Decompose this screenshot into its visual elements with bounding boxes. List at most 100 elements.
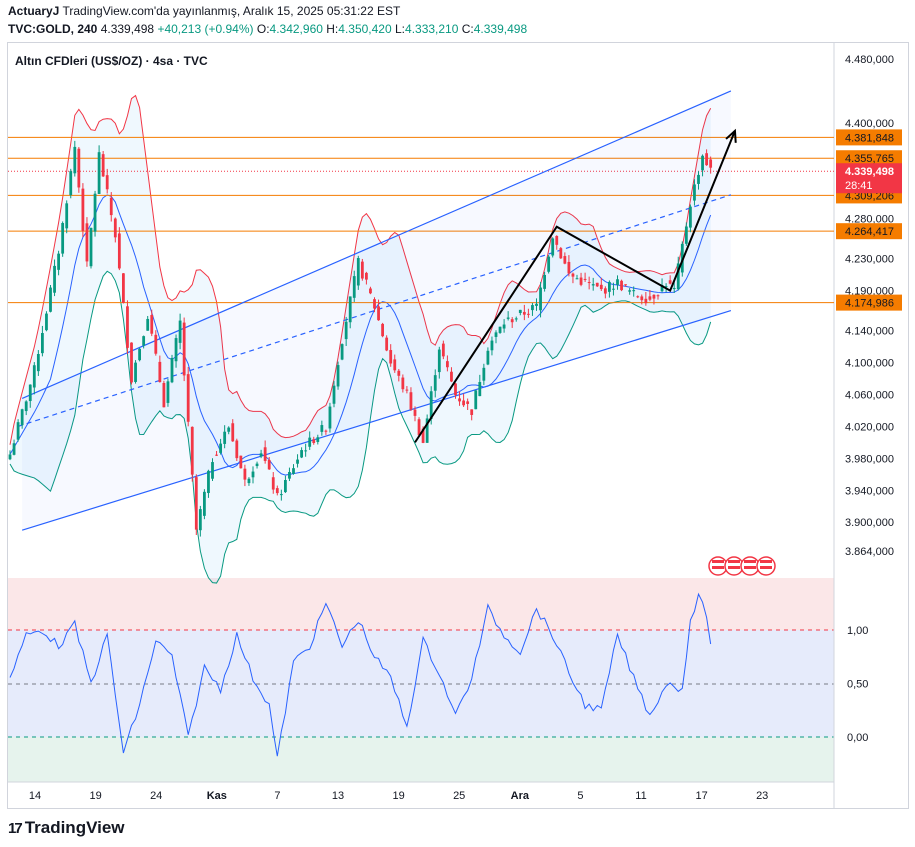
tradingview-logo[interactable]: 17 TradingView [8,818,125,838]
low-label: L: [395,22,406,36]
candle-body [126,306,129,348]
candle-body [668,280,672,284]
candle-body [381,323,384,337]
candle-body [466,401,470,404]
candle-body [377,306,380,321]
candle-body [203,491,206,516]
candle-body [215,454,218,456]
candle-body [65,203,69,229]
candle-body [616,279,619,285]
economic-events[interactable] [708,556,776,576]
candle-body [198,509,202,531]
candle-body [182,322,186,376]
level-tag [836,294,902,311]
flag-stripe [728,566,740,569]
candle-body [612,288,615,290]
candle-body [603,288,607,294]
candle-body [555,235,559,245]
price-tick-label: 4.280,000 [845,214,894,226]
candle-body [559,248,563,259]
candle-body [571,273,575,277]
candle-body [648,296,652,300]
candle-body [672,288,676,290]
candle-body [162,382,166,408]
candle-body [348,296,352,323]
candle-body [693,184,696,201]
candle-body [300,450,303,458]
candle-body [437,349,441,373]
time-tick-label: 5 [577,790,583,802]
candle-body [292,468,295,474]
candle-body [417,419,421,436]
price-tick-label: 4.400,000 [845,118,894,130]
candle-body [709,159,713,168]
candle-body [454,383,457,396]
candle-body [579,277,583,285]
candle-body [684,226,688,244]
candle-body [239,455,243,469]
candle-body [219,443,222,453]
price-tick-label: 4.100,000 [845,358,894,370]
candle-body [360,261,364,279]
candle-body [628,290,632,292]
candle-body [117,233,121,269]
osc-tick-label: 0,50 [847,679,868,691]
price-tick-label: 3.900,000 [845,517,894,529]
candle-body [304,450,308,452]
candle-body [223,431,227,444]
osc-tick-label: 1,00 [847,625,868,637]
level-tag [836,150,902,167]
candle-body [227,427,231,432]
basis-line [9,194,712,476]
countdown-label: 28:41 [845,180,873,192]
candle-body [16,422,20,440]
candle-body [231,423,235,442]
candle-body [352,276,356,298]
candle-body [12,443,16,455]
candle-body [490,340,494,351]
candle-body [676,263,680,290]
candle-body [575,278,579,280]
candle-body [656,295,660,297]
candle-body [324,430,328,432]
osc-tick-label: 0,00 [847,732,868,744]
candle-body [652,294,656,299]
candle-body [344,321,348,340]
publish-date: TradingView.com'da yayınlanmış, Aralık 1… [62,4,401,18]
oscillator-series [9,592,712,757]
time-tick-label: 17 [695,790,707,802]
candle-body [142,336,146,346]
candle-body [563,256,567,264]
price-tick-label: 3.940,000 [845,485,894,497]
candle-body [81,188,85,231]
osc-oversold-zone [8,737,834,782]
candle-body [32,365,36,388]
candle-body [664,286,668,288]
level-tag-label: 4.309,206 [845,190,894,202]
osc-overbought-zone [8,578,834,630]
candle-body [308,437,312,447]
candle-body [235,440,239,459]
candle-body [433,375,437,391]
candle-body [405,389,409,391]
candle-body [89,227,93,267]
candle-body [101,154,105,177]
price-tick-label: 3.864,000 [845,546,894,558]
candle-body [620,280,623,291]
time-tick-label: 23 [756,790,768,802]
level-tag-label: 4.174,986 [845,298,894,310]
candle-body [186,374,190,422]
candle-body [632,290,636,292]
arrow-head [725,128,737,143]
candle-body [130,342,133,383]
time-tick-label: 11 [635,790,646,802]
ohlc-bar: TVC:GOLD, 240 4.339,498 +40,213 (+0.94%)… [8,22,527,36]
open-value: 4.342,960 [269,22,323,36]
candle-body [474,390,478,410]
candle-body [608,281,611,292]
candle-body [263,447,267,461]
candle-body [24,401,28,412]
candle-body [146,318,150,331]
candle-body [279,494,283,496]
